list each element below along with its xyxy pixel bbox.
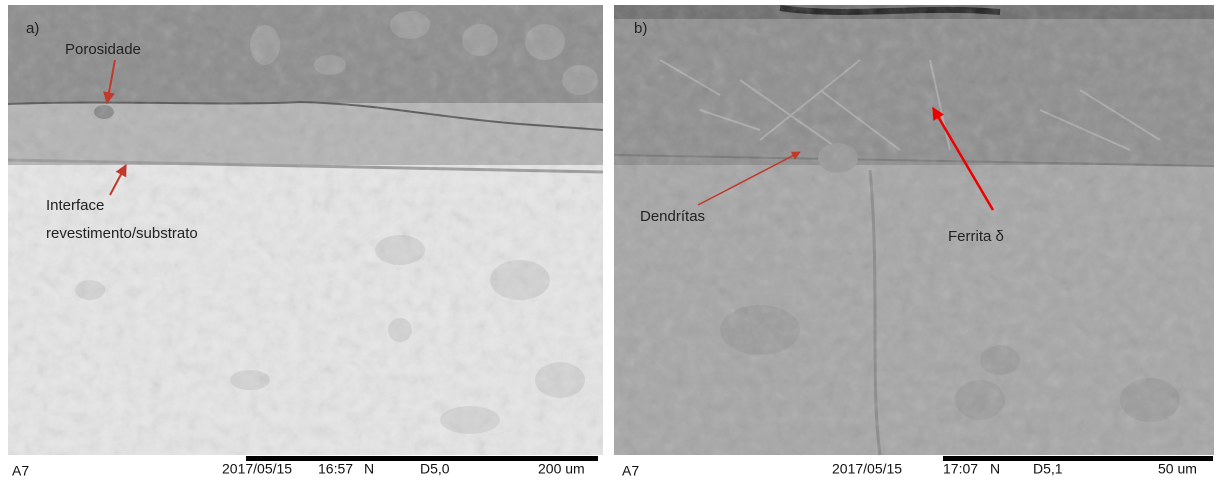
scale: 200 um [538,461,585,477]
annotation: revestimento/substrato [46,225,198,242]
annotation: Ferrita δ [948,228,1004,245]
mode: N [364,461,374,477]
panel-label: b) [634,20,647,37]
annotation: Interface [46,197,104,214]
micrograph-b [614,5,1214,455]
mode: N [990,461,1000,477]
figure: a) b) Porosidade Interface revestimento/… [0,0,1216,484]
sample-id: A7 [622,463,639,479]
date: 2017/05/15 [832,461,902,477]
scale: 50 um [1158,461,1197,477]
time: 17:07 [943,461,978,477]
panel-label: a) [26,20,39,37]
time: 16:57 [318,461,353,477]
annotation: Porosidade [65,41,141,58]
date: 2017/05/15 [222,461,292,477]
working-distance: D5,0 [420,461,450,477]
annotation: Dendrítas [640,208,705,225]
working-distance: D5,1 [1033,461,1063,477]
sample-id: A7 [12,463,29,479]
